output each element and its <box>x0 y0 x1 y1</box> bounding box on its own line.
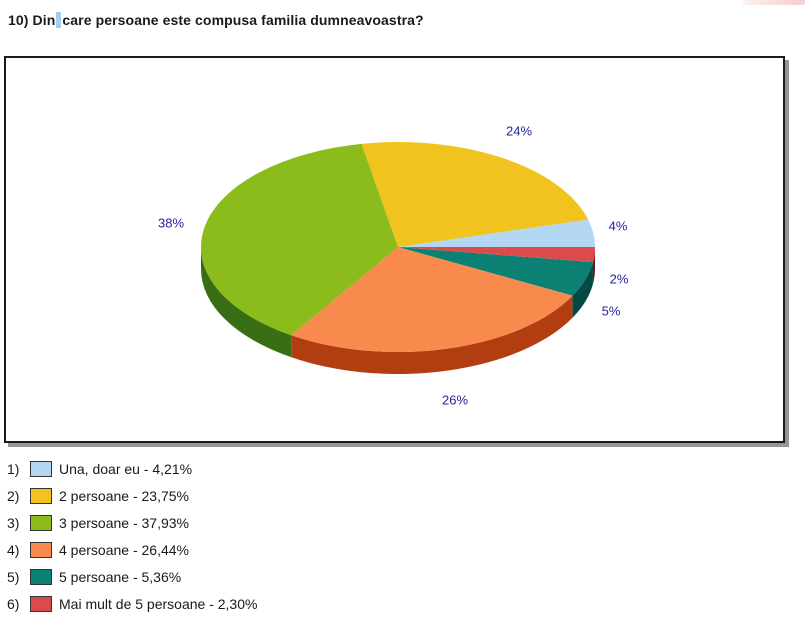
legend-index: 6) <box>7 595 20 612</box>
pie-percent-label-3-persoane: 38% <box>158 215 184 230</box>
legend-color-swatch <box>30 595 52 612</box>
legend-index: 2) <box>7 487 20 504</box>
legend-index: 4) <box>7 541 20 558</box>
legend-item: 1) Una, doar eu - 4,21% <box>7 455 257 482</box>
pie-percent-label-2-persoane: 24% <box>506 123 532 138</box>
legend-label: 2 persoane - 23,75% <box>59 487 189 504</box>
legend-color-swatch <box>30 487 52 504</box>
pie-rim-3-persoane <box>201 247 292 358</box>
pie-percent-label-mai-mult-de-5-persoane: 2% <box>610 271 629 286</box>
legend: 1) Una, doar eu - 4,21% 2) 2 persoane - … <box>7 455 257 617</box>
pie-slice-una-doar-eu <box>398 219 595 247</box>
pie-slice-mai-mult-de-5-persoane <box>398 247 595 263</box>
title-text-before: 10) Din <box>8 12 56 28</box>
legend-label: 3 persoane - 37,93% <box>59 514 189 531</box>
legend-label: Una, doar eu - 4,21% <box>59 460 193 477</box>
legend-color-swatch <box>30 514 52 531</box>
legend-item: 2) 2 persoane - 23,75% <box>7 482 257 509</box>
legend-label: Mai mult de 5 persoane - 2,30% <box>59 595 258 612</box>
text-cursor <box>56 12 62 28</box>
legend-index: 5) <box>7 568 20 585</box>
pie-rim-mai-mult-de-5-persoane <box>592 247 596 285</box>
pie-slice-2-persoane <box>361 142 589 247</box>
legend-color-swatch <box>30 460 52 477</box>
legend-index: 1) <box>7 460 20 477</box>
legend-item: 3) 3 persoane - 37,93% <box>7 509 257 536</box>
pie-percent-label-5-persoane: 5% <box>602 303 621 318</box>
legend-index: 3) <box>7 514 20 531</box>
page-title: 10) Din care persoane este compusa famili… <box>8 12 424 28</box>
title-text-after: care persoane este compusa familia dumne… <box>62 12 424 28</box>
legend-item: 6) Mai mult de 5 persoane - 2,30% <box>7 590 257 617</box>
legend-label: 4 persoane - 26,44% <box>59 541 189 558</box>
pie-percent-label-4-persoane: 26% <box>442 392 468 407</box>
legend-color-swatch <box>30 541 52 558</box>
pie-chart: 4% 24% 38% 26% 5% 2% <box>158 123 629 407</box>
pie-rim-5-persoane <box>572 262 593 318</box>
pie-slice-5-persoane <box>398 247 593 296</box>
chart-panel: 4% 24% 38% 26% 5% 2% <box>4 56 785 443</box>
pie-rim-4-persoane <box>291 295 573 374</box>
legend-label: 5 persoane - 5,36% <box>59 568 182 585</box>
legend-item: 5) 5 persoane - 5,36% <box>7 563 257 590</box>
legend-color-swatch <box>30 568 52 585</box>
pie-slice-4-persoane <box>291 247 573 352</box>
legend-item: 4) 4 persoane - 26,44% <box>7 536 257 563</box>
top-right-artifact <box>743 0 805 5</box>
pie-slice-3-persoane <box>200 143 398 336</box>
pie-percent-label-una-doar-eu: 4% <box>609 218 628 233</box>
